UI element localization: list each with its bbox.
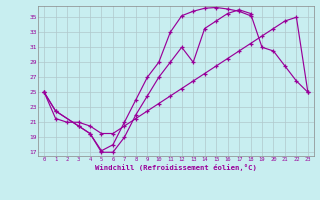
X-axis label: Windchill (Refroidissement éolien,°C): Windchill (Refroidissement éolien,°C) [95, 164, 257, 171]
